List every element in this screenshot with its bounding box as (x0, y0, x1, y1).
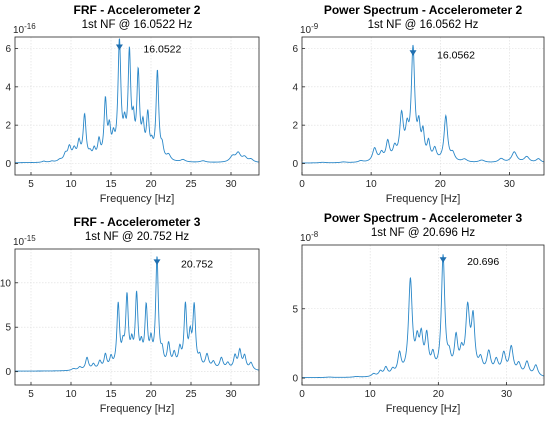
x-tick-label: 30 (504, 179, 516, 190)
chart-subtitle: 1st NF @ 20.696 Hz (371, 227, 476, 239)
x-tick-label: 20 (145, 389, 157, 400)
exponent-power: -15 (24, 234, 36, 243)
chart-title: Power Spectrum - Accelerometer 2 (324, 3, 523, 17)
x-tick-label: 5 (28, 179, 34, 190)
x-tick-label: 25 (185, 389, 197, 400)
y-tick-label: 6 (292, 44, 298, 55)
exponent-base: 10 (13, 237, 25, 248)
x-tick-label: 10 (65, 179, 77, 190)
chart-subtitle: 1st NF @ 16.0562 Hz (368, 19, 479, 31)
exponent-power: -9 (311, 22, 319, 31)
y-exponent-label: 10-15 (13, 234, 36, 248)
axes-frame (14, 248, 260, 386)
peak-annotation: 16.0522 (143, 44, 181, 56)
exponent-base: 10 (300, 25, 312, 36)
series-line (302, 254, 545, 379)
peak-annotation: 20.752 (181, 258, 213, 270)
x-axis-label: Frequency [Hz] (100, 403, 175, 415)
x-tick-label: 15 (105, 179, 117, 190)
axes-frame (301, 244, 545, 386)
y-tick-label: 5 (5, 323, 11, 334)
chart-panel-3: FRF - Accelerometer 3 1st NF @ 20.752 Hz 5… (0, 215, 260, 415)
y-exponent-label: 10-9 (300, 22, 319, 36)
y-tick-label: 6 (5, 44, 11, 55)
y-tick-label: 10 (0, 278, 11, 289)
peak-marker (409, 50, 417, 56)
y-tick-label: 0 (292, 159, 298, 170)
peak-annotation: 16.0562 (437, 49, 475, 61)
y-tick-label: 2 (292, 121, 298, 132)
peak-marker (153, 259, 161, 265)
x-tick-label: 25 (185, 179, 197, 190)
plot-area (15, 249, 259, 385)
series-line (15, 256, 260, 372)
exponent-power: -16 (24, 22, 36, 31)
chart-subtitle: 1st NF @ 20.752 Hz (85, 231, 190, 243)
peak-marker (115, 44, 123, 51)
chart-panel-4: Power Spectrum - Accelerometer 3 1st NF @… (292, 211, 545, 415)
x-tick-label: 20 (435, 179, 447, 190)
exponent-base: 10 (13, 25, 25, 36)
y-exponent-label: 10-16 (13, 22, 36, 36)
x-tick-label: 20 (433, 389, 445, 400)
x-axis-label: Frequency [Hz] (100, 193, 175, 205)
y-tick-label: 0 (292, 374, 298, 385)
axes-frame (14, 36, 260, 176)
series-line (302, 44, 545, 164)
exponent-base: 10 (300, 233, 312, 244)
x-axis-label: Frequency [Hz] (386, 193, 461, 205)
y-exponent-label: 10-8 (300, 230, 319, 244)
plot-area (302, 245, 544, 385)
peak-annotation: 20.696 (467, 256, 499, 268)
exponent-power: -8 (311, 230, 319, 239)
x-tick-label: 10 (366, 179, 378, 190)
chart-title: FRF - Accelerometer 3 (74, 215, 201, 229)
x-tick-label: 30 (501, 389, 513, 400)
peak-marker (439, 257, 447, 263)
x-axis-label: Frequency [Hz] (386, 403, 461, 415)
x-tick-label: 0 (299, 179, 305, 190)
chart-title: Power Spectrum - Accelerometer 3 (324, 211, 523, 225)
plot-area (302, 37, 544, 175)
x-tick-label: 15 (105, 389, 117, 400)
chart-panel-2: Power Spectrum - Accelerometer 2 1st NF @… (292, 3, 545, 205)
y-tick-label: 2 (5, 121, 11, 132)
chart-subtitle: 1st NF @ 16.0522 Hz (82, 19, 193, 31)
y-tick-label: 0 (5, 159, 11, 170)
axes-frame (301, 36, 545, 176)
x-tick-label: 10 (365, 389, 377, 400)
x-tick-label: 30 (225, 179, 237, 190)
y-tick-label: 0 (5, 367, 11, 378)
series-line (15, 38, 260, 164)
y-tick-label: 5 (292, 304, 298, 315)
x-tick-label: 30 (225, 389, 237, 400)
chart-title: FRF - Accelerometer 2 (74, 3, 201, 17)
chart-panel-1: FRF - Accelerometer 2 1st NF @ 16.0522 Hz… (5, 3, 260, 205)
x-tick-label: 10 (65, 389, 77, 400)
x-tick-label: 5 (28, 389, 34, 400)
x-tick-label: 0 (299, 389, 305, 400)
y-tick-label: 4 (5, 82, 11, 93)
y-tick-label: 4 (292, 82, 298, 93)
x-tick-label: 20 (145, 179, 157, 190)
